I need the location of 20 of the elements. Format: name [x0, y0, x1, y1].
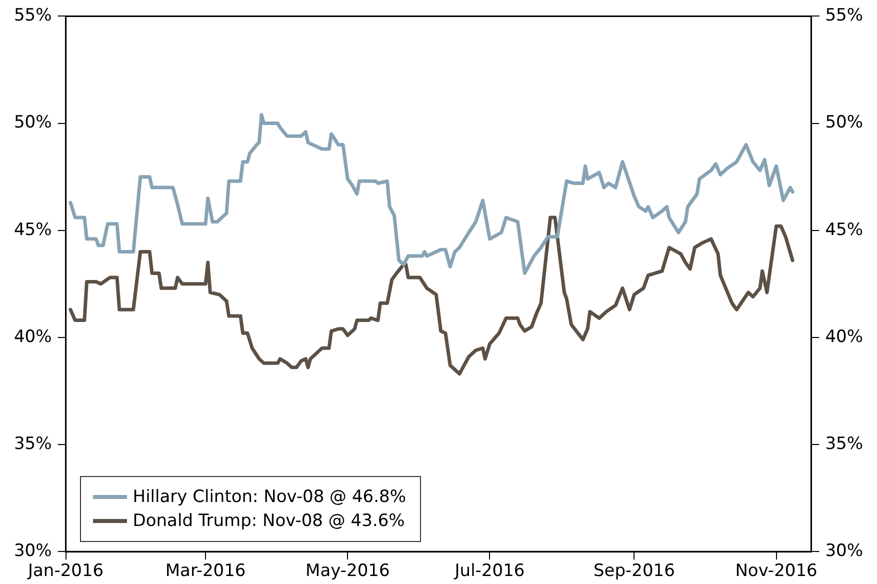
- y-tick-label: 35%: [14, 434, 52, 454]
- legend-label: Hillary Clinton: Nov-08 @ 46.8%: [132, 486, 406, 507]
- y2-tick-label: 40%: [825, 326, 864, 347]
- x-tick-label: Mar-2016: [165, 561, 246, 582]
- y-tick-label: 45%: [14, 220, 52, 240]
- legend-label: Donald Trump: Nov-08 @ 43.6%: [132, 510, 405, 531]
- y-tick-label: 30%: [14, 541, 52, 562]
- y-tick-label: 40%: [14, 326, 52, 347]
- y2-tick-label: 55%: [825, 6, 864, 26]
- x-tick-label: Jul-2016: [454, 561, 525, 582]
- y-tick-label: 50%: [14, 112, 52, 133]
- y-tick-label: 55%: [14, 6, 52, 26]
- x-tick-label: May-2016: [306, 561, 390, 582]
- y2-tick-label: 50%: [825, 112, 864, 133]
- y2-tick-label: 35%: [825, 434, 864, 454]
- x-tick-label: Jan-2016: [26, 561, 104, 582]
- x-tick-label: Sep-2016: [593, 561, 675, 582]
- y2-tick-label: 30%: [825, 541, 864, 562]
- y2-tick-label: 45%: [825, 220, 864, 240]
- x-tick-label: Nov-2016: [735, 561, 818, 582]
